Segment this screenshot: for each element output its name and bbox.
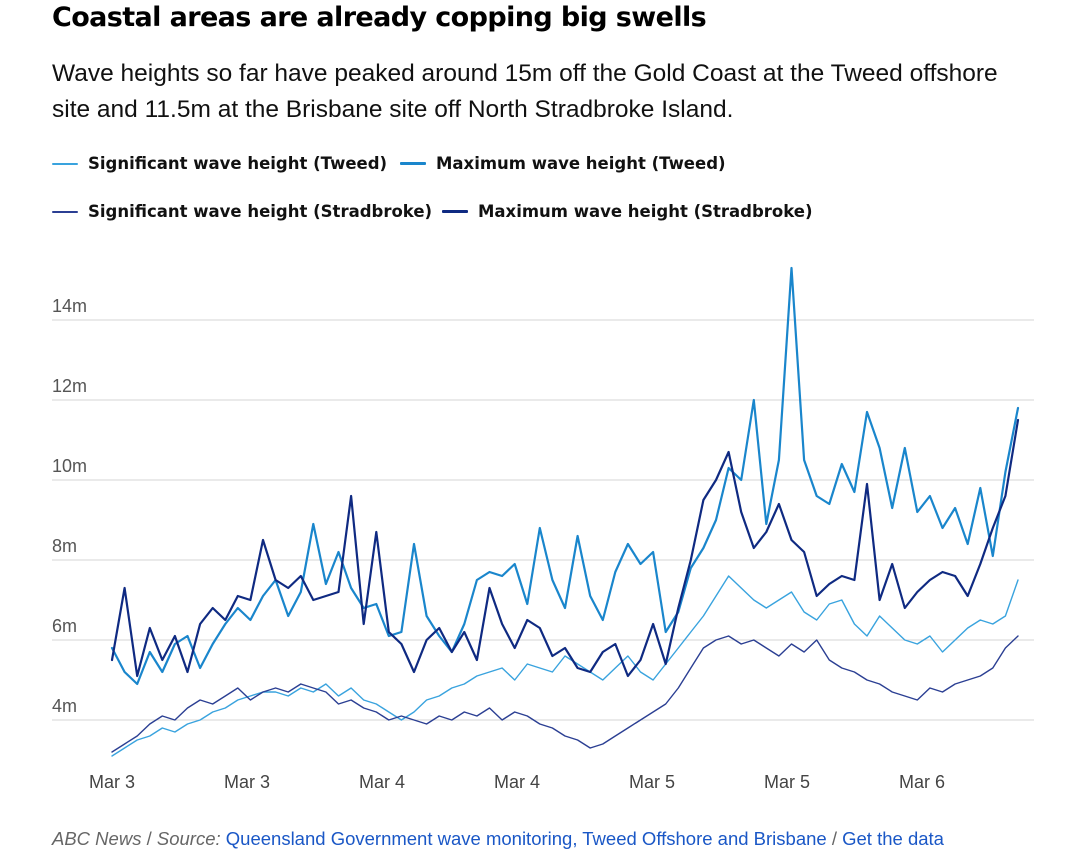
footer-separator-2: /	[831, 828, 843, 849]
chart-footer: ABC News / Source: Queensland Government…	[52, 828, 944, 850]
x-tick-label: Mar 5	[764, 772, 810, 792]
legend-item-significant-tweed: Significant wave height (Tweed)	[52, 154, 387, 173]
series-line-2	[111, 635, 1019, 753]
legend-item-maximum-stradbroke: Maximum wave height (Stradbroke)	[442, 202, 813, 221]
footer-credit: ABC News	[52, 828, 142, 849]
y-tick-label: 10m	[52, 456, 87, 476]
x-tick-label: Mar 4	[494, 772, 540, 792]
x-tick-label: Mar 4	[359, 772, 405, 792]
legend-item-significant-stradbroke: Significant wave height (Stradbroke)	[52, 202, 432, 221]
footer-source-prefix: Source:	[156, 828, 221, 849]
series-line-1	[110, 266, 1020, 686]
series-line-3	[110, 418, 1020, 678]
legend-swatch-maximum-stradbroke	[442, 210, 468, 213]
y-tick-label: 14m	[52, 296, 87, 316]
legend-label-maximum-stradbroke: Maximum wave height (Stradbroke)	[478, 202, 813, 221]
legend-item-maximum-tweed: Maximum wave height (Tweed)	[400, 154, 726, 173]
legend-label-significant-tweed: Significant wave height (Tweed)	[88, 154, 388, 173]
y-tick-label: 4m	[52, 696, 77, 716]
legend-swatch-significant-stradbroke	[52, 210, 78, 213]
legend-swatch-maximum-tweed	[400, 162, 426, 165]
legend-swatch-significant-tweed	[52, 162, 78, 165]
y-tick-label: 6m	[52, 616, 77, 636]
footer-get-data-link[interactable]: Get the data	[842, 828, 944, 849]
footer-source-link[interactable]: Queensland Government wave monitoring, T…	[225, 828, 827, 849]
legend-label-maximum-tweed: Maximum wave height (Tweed)	[436, 154, 726, 173]
legend-label-significant-stradbroke: Significant wave height (Stradbroke)	[88, 202, 433, 221]
footer-separator: /	[146, 828, 157, 849]
y-tick-label: 8m	[52, 536, 77, 556]
wave-height-chart: 4m 6m 8m 10m 12m 14m Mar 3 Mar 3 Mar 4 Mar 4 Mar 5…	[52, 266, 1034, 792]
x-tick-label: Mar 3	[224, 772, 270, 792]
chart-title: Coastal areas are already copping big sw…	[52, 2, 707, 33]
y-tick-label: 12m	[52, 376, 87, 396]
x-tick-label: Mar 6	[899, 772, 945, 792]
x-tick-label: Mar 3	[89, 772, 135, 792]
x-tick-label: Mar 5	[629, 772, 675, 792]
chart-subtitle: Wave heights so far have peaked around 1…	[52, 60, 998, 123]
